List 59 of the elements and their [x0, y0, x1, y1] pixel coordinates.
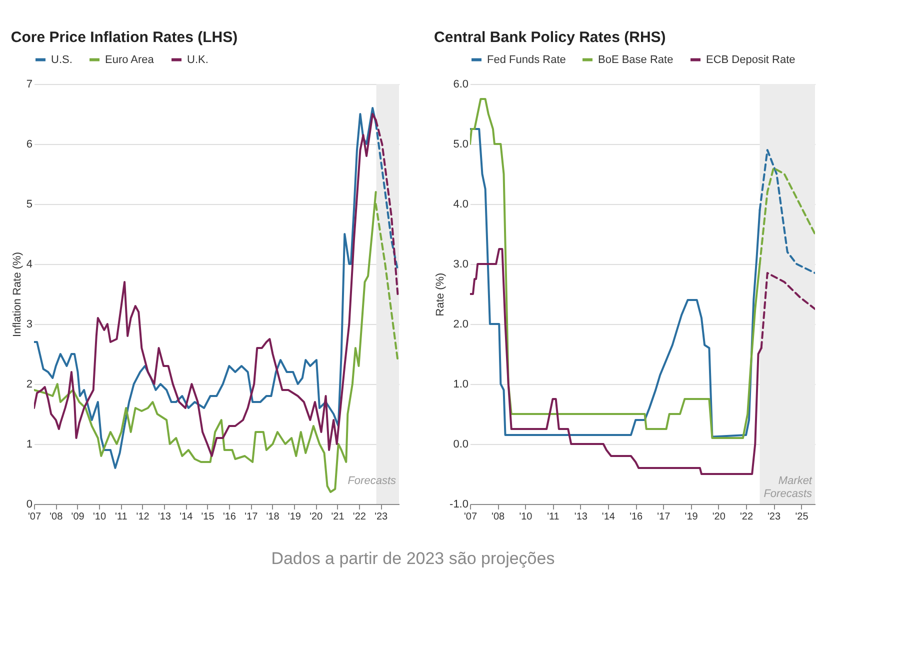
- y-tick-label: 0.0: [453, 438, 468, 450]
- legend-label: ECB Deposit Rate: [706, 54, 796, 66]
- x-tick-label: '17: [244, 512, 258, 522]
- chart-title: Core Price Inflation Rates (LHS): [10, 29, 238, 46]
- x-tick-label: '20: [712, 512, 726, 522]
- y-tick-label: 3: [26, 318, 32, 330]
- x-tick-label: '09: [71, 512, 85, 522]
- y-tick-label: 2: [26, 378, 32, 390]
- y-tick-label: -1.0: [450, 498, 468, 510]
- x-tick-label: '19: [684, 512, 698, 522]
- x-tick-label: '11: [547, 512, 560, 522]
- x-tick-label: '16: [630, 512, 644, 522]
- x-tick-label: '23: [374, 512, 388, 522]
- y-tick-label: 1: [26, 438, 32, 450]
- x-tick-label: '07: [28, 512, 42, 522]
- x-tick-label: '07: [464, 512, 478, 522]
- chart-title: Central Bank Policy Rates (RHS): [434, 29, 666, 46]
- x-tick-label: '15: [201, 512, 215, 522]
- x-tick-label: '08: [492, 512, 506, 522]
- legend-label: U.S.: [51, 54, 72, 66]
- legend-label: Fed Funds Rate: [487, 54, 566, 66]
- x-tick-label: '18: [266, 512, 280, 522]
- x-tick-label: '10: [92, 512, 106, 522]
- x-tick-label: '17: [657, 512, 671, 522]
- y-tick-label: 5: [26, 198, 32, 210]
- legend-label: BoE Base Rate: [598, 54, 674, 66]
- x-tick-label: '13: [574, 512, 588, 522]
- y-tick-label: 4.0: [453, 198, 468, 210]
- x-tick-label: '16: [222, 512, 236, 522]
- x-tick-label: '11: [115, 512, 128, 522]
- x-tick-label: '22: [740, 512, 754, 522]
- x-tick-label: '20: [310, 512, 324, 522]
- x-tick-label: '14: [602, 512, 616, 522]
- x-tick-label: '22: [352, 512, 366, 522]
- y-tick-label: 2.0: [453, 318, 468, 330]
- x-tick-label: '25: [795, 512, 809, 522]
- x-tick-label: '23: [768, 512, 781, 522]
- x-tick-label: '21: [331, 512, 345, 522]
- y-axis-title: Inflation Rate (%): [11, 252, 24, 337]
- y-tick-label: 0: [26, 498, 32, 510]
- band-label: Forecasts: [348, 475, 396, 487]
- x-tick-label: '10: [519, 512, 533, 522]
- text: Dados a partir de 2023 são projeções: [271, 549, 555, 568]
- y-tick-label: 5.0: [453, 138, 468, 150]
- x-tick-label: '08: [50, 512, 64, 522]
- x-tick-label: '12: [136, 512, 150, 522]
- legend-label: U.K.: [187, 54, 208, 66]
- x-tick-label: '13: [158, 512, 172, 522]
- x-tick-label: '19: [288, 512, 302, 522]
- y-tick-label: 1.0: [453, 378, 468, 390]
- y-tick-label: 4: [26, 258, 32, 270]
- y-tick-label: 7: [26, 78, 32, 90]
- band-label: Market Forecasts: [764, 475, 813, 500]
- y-tick-label: 6.0: [453, 78, 468, 90]
- y-axis-title: Rate (%): [434, 272, 447, 316]
- x-tick-label: '14: [180, 512, 194, 522]
- legend-label: Euro Area: [105, 54, 155, 66]
- y-tick-label: 6: [26, 138, 32, 150]
- y-tick-label: 3.0: [453, 258, 468, 270]
